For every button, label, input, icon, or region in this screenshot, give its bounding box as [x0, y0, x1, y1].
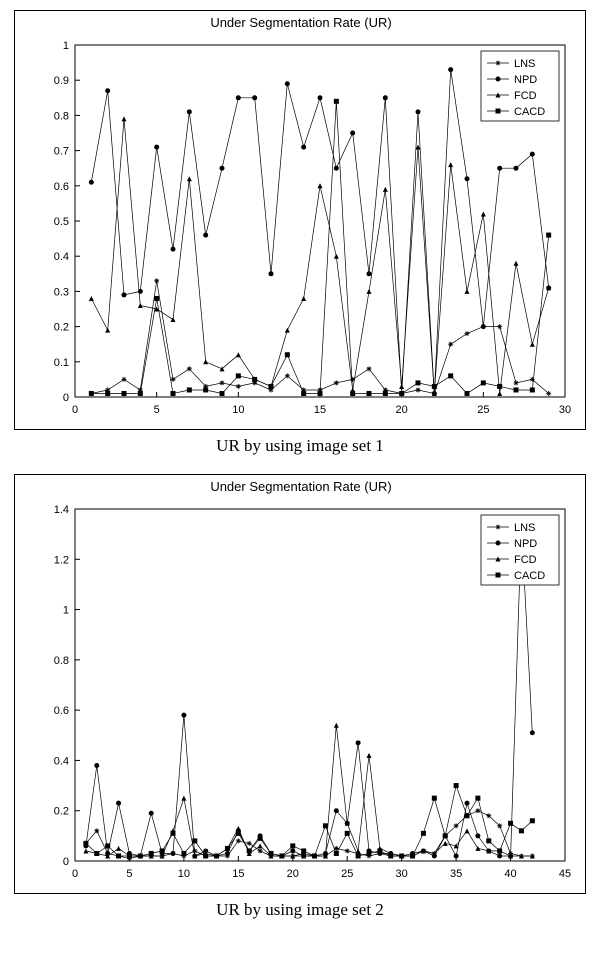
x-tick-label: 35: [450, 868, 462, 880]
series-line-CACD: [91, 101, 548, 393]
legend: LNS NPD FCD CACD: [481, 51, 559, 121]
x-tick-label: 10: [232, 404, 244, 416]
x-tick-label: 15: [232, 868, 244, 880]
y-tick-label: 0: [63, 392, 69, 404]
chart1-svg: Under Segmentation Rate (UR)051015202530…: [15, 11, 587, 431]
legend-label: CACD: [514, 570, 545, 582]
x-tick-label: 20: [287, 868, 299, 880]
y-tick-label: 0.2: [54, 322, 69, 334]
chart2-caption: UR by using image set 2: [14, 900, 586, 920]
x-tick-label: 0: [72, 404, 78, 416]
chart1-panel: Under Segmentation Rate (UR)051015202530…: [14, 10, 586, 430]
series-line-FCD: [86, 725, 532, 856]
x-tick-label: 30: [396, 868, 408, 880]
legend-label: LNS: [514, 522, 535, 534]
y-tick-label: 0.1: [54, 357, 69, 369]
y-tick-label: 1: [63, 40, 69, 52]
y-tick-label: 0.2: [54, 806, 69, 818]
chart2-panel: Under Segmentation Rate (UR)051015202530…: [14, 474, 586, 894]
y-tick-label: 1: [63, 605, 69, 617]
x-tick-label: 25: [341, 868, 353, 880]
y-tick-label: 0.4: [54, 755, 69, 767]
chart-title: Under Segmentation Rate (UR): [210, 15, 391, 30]
plot-area: [83, 522, 534, 861]
legend-label: FCD: [514, 90, 537, 102]
y-tick-label: 0.3: [54, 286, 69, 298]
legend: LNS NPD FCD CACD: [481, 515, 559, 585]
series-line-FCD: [91, 119, 548, 394]
chart-title: Under Segmentation Rate (UR): [210, 479, 391, 494]
x-tick-label: 45: [559, 868, 571, 880]
legend-label: FCD: [514, 554, 537, 566]
x-tick-label: 5: [126, 868, 132, 880]
series-line-NPD: [86, 524, 532, 856]
legend-label: NPD: [514, 74, 537, 86]
y-tick-label: 0: [63, 856, 69, 868]
y-tick-label: 0.6: [54, 181, 69, 193]
chart1-caption: UR by using image set 1: [14, 436, 586, 456]
y-tick-label: 1.2: [54, 554, 69, 566]
legend-label: CACD: [514, 106, 545, 118]
x-tick-label: 10: [178, 868, 190, 880]
y-tick-label: 0.4: [54, 251, 69, 263]
y-tick-label: 0.6: [54, 705, 69, 717]
series-line-NPD: [91, 70, 548, 394]
x-tick-label: 20: [396, 404, 408, 416]
x-tick-label: 15: [314, 404, 326, 416]
x-tick-label: 5: [154, 404, 160, 416]
x-tick-label: 40: [504, 868, 516, 880]
y-tick-label: 0.7: [54, 146, 69, 158]
series-line-CACD: [86, 786, 532, 856]
y-tick-label: 0.9: [54, 75, 69, 87]
legend-label: NPD: [514, 538, 537, 550]
y-tick-label: 1.4: [54, 504, 69, 516]
x-tick-label: 30: [559, 404, 571, 416]
chart2-svg: Under Segmentation Rate (UR)051015202530…: [15, 475, 587, 895]
y-tick-label: 0.8: [54, 110, 69, 122]
y-tick-label: 0.5: [54, 216, 69, 228]
figure-page: Under Segmentation Rate (UR)051015202530…: [0, 0, 600, 942]
x-tick-label: 25: [477, 404, 489, 416]
x-tick-label: 0: [72, 868, 78, 880]
legend-label: LNS: [514, 58, 535, 70]
y-tick-label: 0.8: [54, 655, 69, 667]
